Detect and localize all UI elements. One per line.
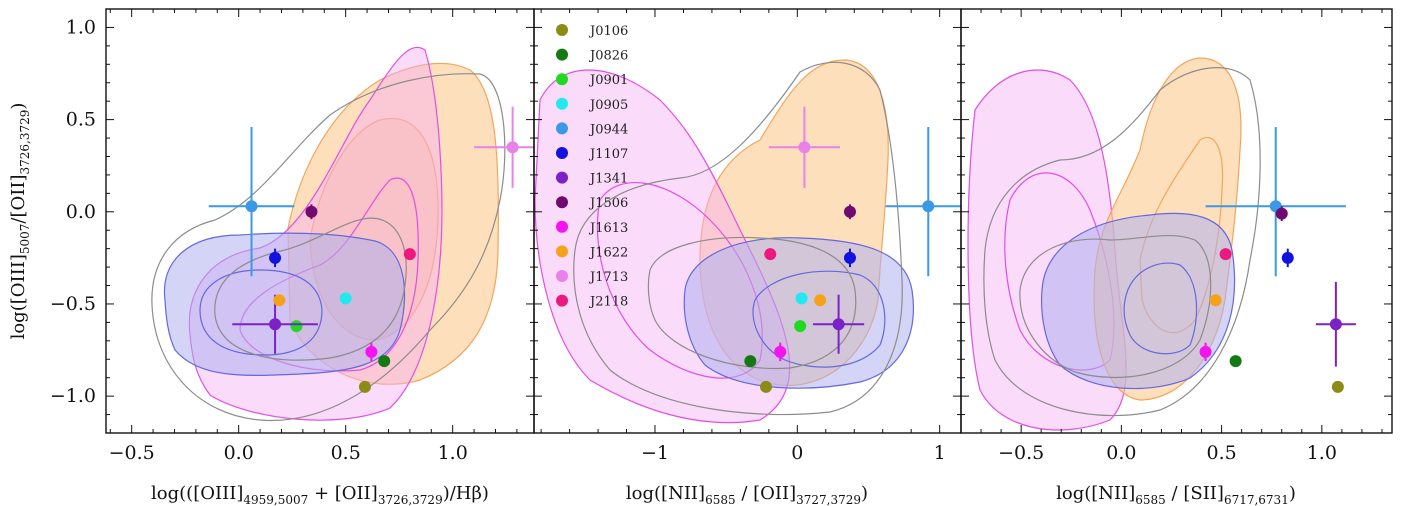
point-J0106 xyxy=(760,380,773,393)
x-tick-label-right: 0.0 xyxy=(1106,442,1136,464)
legend-label-J0905: J0905 xyxy=(588,98,628,113)
point-J0826 xyxy=(1229,355,1242,368)
gray-contour-outer xyxy=(573,61,903,416)
point-J1713 xyxy=(506,141,519,154)
legend-label-J2118: J2118 xyxy=(588,295,628,310)
blue-region-outer xyxy=(683,237,914,389)
point-J1107 xyxy=(1281,251,1294,264)
y-tick-label: 0.0 xyxy=(66,201,96,223)
point-J0826 xyxy=(744,355,757,368)
point-J0944 xyxy=(922,200,935,213)
point-J1506 xyxy=(305,205,318,218)
blue-region-inner xyxy=(752,270,886,368)
left-x-axis-label: log(([OIII]4959,5007 + [OII]3726,3729)/H… xyxy=(151,483,489,506)
x-tick-label-middle: 1 xyxy=(934,442,946,464)
point-J0901 xyxy=(290,320,303,333)
panel-middle-points xyxy=(744,106,961,393)
y-tick-label: 1.0 xyxy=(66,16,96,38)
point-J0106 xyxy=(358,380,371,393)
legend-label-J1713: J1713 xyxy=(588,270,628,285)
blue-region-outer xyxy=(163,232,406,376)
legend-marker-J0905 xyxy=(556,97,568,110)
legend-label-J0901: J0901 xyxy=(588,73,628,88)
x-tick-label-middle: 0 xyxy=(791,442,803,464)
gray-contour-inner xyxy=(647,236,857,370)
gray-contour-outer xyxy=(151,73,506,422)
legend-marker-J1107 xyxy=(556,147,568,159)
point-J1622 xyxy=(814,294,827,307)
point-J1613 xyxy=(774,345,787,358)
legend-marker-J1341 xyxy=(556,171,568,184)
right-panel-density-contours xyxy=(967,57,1261,431)
legend-label-J1622: J1622 xyxy=(588,245,628,260)
x-tick-label-left: 0.5 xyxy=(331,442,361,464)
y-tick-label: −1.0 xyxy=(50,385,96,407)
point-J1341 xyxy=(269,318,282,331)
point-J1506 xyxy=(843,205,856,218)
legend-marker-J1622 xyxy=(556,245,568,258)
point-J0106 xyxy=(1331,380,1344,393)
y-axis-label: log([OIII]5007/[OII]3726,3729) xyxy=(8,103,32,340)
gray-contour-inner xyxy=(1019,234,1212,379)
y-tick-label: 0.5 xyxy=(66,109,96,131)
left-panel-density-contours xyxy=(151,46,506,422)
legend-label-J1341: J1341 xyxy=(588,172,628,187)
point-J1613 xyxy=(1199,345,1212,358)
legend-marker-J0901 xyxy=(556,73,568,86)
point-J1341 xyxy=(832,318,845,331)
point-J1613 xyxy=(365,345,378,358)
x-tick-label-right: −0.5 xyxy=(998,442,1044,464)
point-J1622 xyxy=(273,294,286,307)
point-J0905 xyxy=(795,292,808,305)
legend-marker-J2118 xyxy=(556,294,568,307)
x-tick-label-right: 1.0 xyxy=(1307,442,1337,464)
legend-label-J1506: J1506 xyxy=(588,196,628,211)
legend-marker-J0944 xyxy=(556,122,568,135)
y-tick-label: −0.5 xyxy=(50,293,96,315)
x-tick-label-right: 0.5 xyxy=(1206,442,1236,464)
right-x-axis-label: log([NII]6585 / [SII]6717,6731) xyxy=(1056,483,1296,506)
point-J1506 xyxy=(1275,207,1288,220)
blue-region-inner xyxy=(1123,262,1198,355)
legend-label-J1107: J1107 xyxy=(588,147,628,162)
point-J1107 xyxy=(269,251,282,264)
point-J1622 xyxy=(1209,294,1222,307)
legend-label-J0826: J0826 xyxy=(588,49,628,64)
blue-region-outer xyxy=(1040,212,1236,390)
point-J0905 xyxy=(339,292,352,305)
legend-label-J0106: J0106 xyxy=(588,24,628,39)
x-tick-label-left: −0.5 xyxy=(109,442,155,464)
panel-right-points xyxy=(1199,126,1356,393)
legend-label-J0944: J0944 xyxy=(588,122,628,137)
x-tick-label-left: 0.0 xyxy=(224,442,254,464)
panel-right-frame xyxy=(960,8,1393,434)
legend: J0106 J0826 J0901 J0905 J0944 J1107 J1341 J1506… xyxy=(556,24,628,310)
legend-marker-J1506 xyxy=(556,196,568,209)
point-J1107 xyxy=(843,251,856,264)
point-J1713 xyxy=(798,141,811,154)
panel-left-points xyxy=(208,106,534,393)
legend-marker-J0106 xyxy=(556,24,568,36)
legend-label-J1613: J1613 xyxy=(588,221,628,236)
middle-x-axis-label: log([NII]6585 / [OII]3727,3729) xyxy=(626,483,868,506)
point-J2118 xyxy=(764,248,777,261)
legend-marker-J1613 xyxy=(556,220,568,233)
point-J0826 xyxy=(378,355,391,368)
point-J0901 xyxy=(794,320,807,333)
x-tick-label-middle: −1 xyxy=(641,442,669,464)
x-tick-label-left: 1.0 xyxy=(438,442,468,464)
middle-panel-density-contours xyxy=(534,59,914,424)
legend-marker-J0826 xyxy=(556,48,568,61)
legend-marker-J1713 xyxy=(556,270,568,282)
point-J1341 xyxy=(1329,318,1342,331)
point-J2118 xyxy=(1219,248,1232,261)
point-J0944 xyxy=(245,200,258,213)
point-J2118 xyxy=(403,248,416,261)
gray-contour-outer xyxy=(983,67,1261,417)
